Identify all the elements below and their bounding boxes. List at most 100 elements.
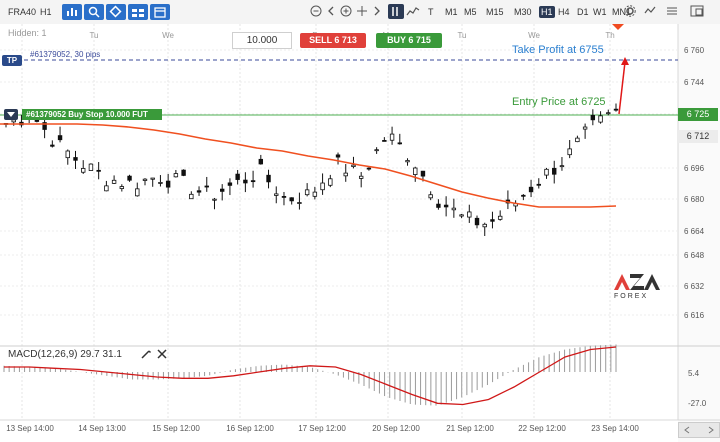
- timeframe-w1[interactable]: W1: [593, 7, 607, 17]
- candle-body: [304, 189, 310, 196]
- candle-body: [250, 180, 256, 183]
- candle-body: [189, 193, 194, 200]
- timeframe-t[interactable]: T: [428, 7, 434, 17]
- candle-body: [343, 172, 348, 177]
- candle-body: [582, 126, 588, 130]
- macd-tick: 5.4: [688, 369, 700, 378]
- period-label: H1: [40, 7, 52, 17]
- edit-indicator-icon[interactable]: [140, 348, 152, 362]
- candle-body: [606, 112, 611, 115]
- timeframe-h1[interactable]: H1: [539, 6, 555, 18]
- timeframe-m5[interactable]: M5: [464, 7, 477, 17]
- sell-button[interactable]: SELL 6 713: [300, 33, 366, 48]
- candle-body: [297, 202, 302, 204]
- zoom-in-icon[interactable]: [340, 5, 352, 19]
- tp-tag[interactable]: TP: [2, 55, 22, 66]
- chart-type-button[interactable]: [62, 4, 82, 20]
- candle-body: [544, 168, 549, 176]
- entry-price-tag: 6 725: [678, 108, 718, 121]
- logo-sub-text: FOREX: [614, 293, 649, 300]
- candle-body: [497, 215, 503, 220]
- candle-body: [413, 167, 418, 175]
- candle-body: [528, 186, 534, 193]
- candle-body: [490, 219, 495, 222]
- macd-label: MACD(12,26,9) 29.7 31.1: [8, 349, 122, 360]
- current-price-tag: 6 712: [678, 130, 718, 143]
- timeframe-m1[interactable]: M1: [445, 7, 458, 17]
- timeframe-d1[interactable]: D1: [577, 7, 589, 17]
- candle-body: [165, 180, 171, 188]
- candle-body: [567, 148, 572, 156]
- candle-body: [235, 173, 240, 180]
- quantity-input[interactable]: 10.000: [232, 32, 292, 49]
- entry-order-label[interactable]: #61379052 Buy Stop 10.000 FUT: [22, 109, 162, 120]
- zoom-out-icon[interactable]: [310, 5, 322, 19]
- candle-body: [474, 217, 480, 226]
- tp-order-label: #61379052, 30 pips: [30, 50, 101, 59]
- templates-icon[interactable]: [150, 4, 170, 20]
- candle-body: [420, 170, 426, 177]
- time-tick: 15 Sep 12:00: [152, 424, 200, 433]
- tp-arrow-line: [618, 61, 626, 115]
- close-indicator-icon[interactable]: [156, 348, 168, 362]
- buy-button[interactable]: BUY 6 715: [376, 33, 442, 48]
- scale-toggle[interactable]: [678, 422, 720, 438]
- drawing-tools-icon[interactable]: [106, 4, 126, 20]
- fullscreen-icon[interactable]: [690, 5, 704, 19]
- time-tick: 23 Sep 14:00: [591, 424, 639, 433]
- current-bar-marker: [612, 24, 624, 30]
- candle-body: [312, 191, 318, 197]
- candle-body: [204, 185, 209, 188]
- price-tick: 6 696: [684, 164, 705, 173]
- candle-body: [575, 137, 580, 143]
- candle-body: [274, 193, 279, 196]
- time-tick: 17 Sep 12:00: [298, 424, 346, 433]
- candle-body: [382, 140, 387, 142]
- bar-chart-icon[interactable]: [388, 4, 404, 21]
- settings-icon[interactable]: [624, 5, 636, 19]
- price-tick: 6 632: [684, 282, 705, 291]
- candle-body: [104, 185, 109, 192]
- take-profit-annotation: Take Profit at 6755: [512, 44, 604, 56]
- scroll-forward-icon[interactable]: [372, 5, 382, 19]
- candle-body: [88, 163, 94, 171]
- crosshair-icon[interactable]: [356, 5, 368, 19]
- candle-body: [358, 175, 364, 179]
- price-tick: 6 664: [684, 227, 705, 236]
- price-tick: 6 760: [684, 46, 705, 55]
- candle-body: [335, 154, 341, 158]
- macd-signal-line: [4, 346, 617, 406]
- time-tick: 13 Sep 14:00: [6, 424, 54, 433]
- day-label: We: [528, 31, 540, 40]
- candle-body: [57, 135, 63, 141]
- order-menu-icon[interactable]: [4, 109, 18, 120]
- candle-body: [482, 223, 487, 228]
- candle-body: [320, 182, 325, 191]
- indicators-icon[interactable]: [84, 4, 104, 20]
- menu-icon[interactable]: [666, 5, 678, 19]
- candle-body: [598, 115, 603, 123]
- candle-body: [81, 168, 86, 173]
- price-tick: 6 648: [684, 251, 705, 260]
- symbol-label: FRA40: [8, 7, 37, 17]
- time-tick: 14 Sep 13:00: [78, 424, 126, 433]
- objects-icon[interactable]: [128, 4, 148, 20]
- screenshot-icon[interactable]: [644, 5, 656, 19]
- moving-average-line: [0, 123, 617, 208]
- timeframe-mn1[interactable]: MN1: [612, 7, 632, 17]
- candle-body: [212, 198, 217, 201]
- candle-body: [559, 165, 565, 168]
- line-chart-icon[interactable]: [406, 5, 420, 19]
- price-axis: [678, 24, 720, 442]
- scroll-back-icon[interactable]: [326, 5, 336, 19]
- chart-background: [0, 24, 720, 442]
- timeframe-m15[interactable]: M15: [486, 7, 504, 17]
- timeframe-m30[interactable]: M30: [514, 7, 532, 17]
- day-label: Th: [605, 31, 614, 40]
- timeframe-h4[interactable]: H4: [558, 7, 570, 17]
- candle-body: [389, 133, 395, 141]
- candle-body: [135, 188, 140, 197]
- candle-body: [397, 142, 402, 145]
- day-label: Tu: [89, 31, 98, 40]
